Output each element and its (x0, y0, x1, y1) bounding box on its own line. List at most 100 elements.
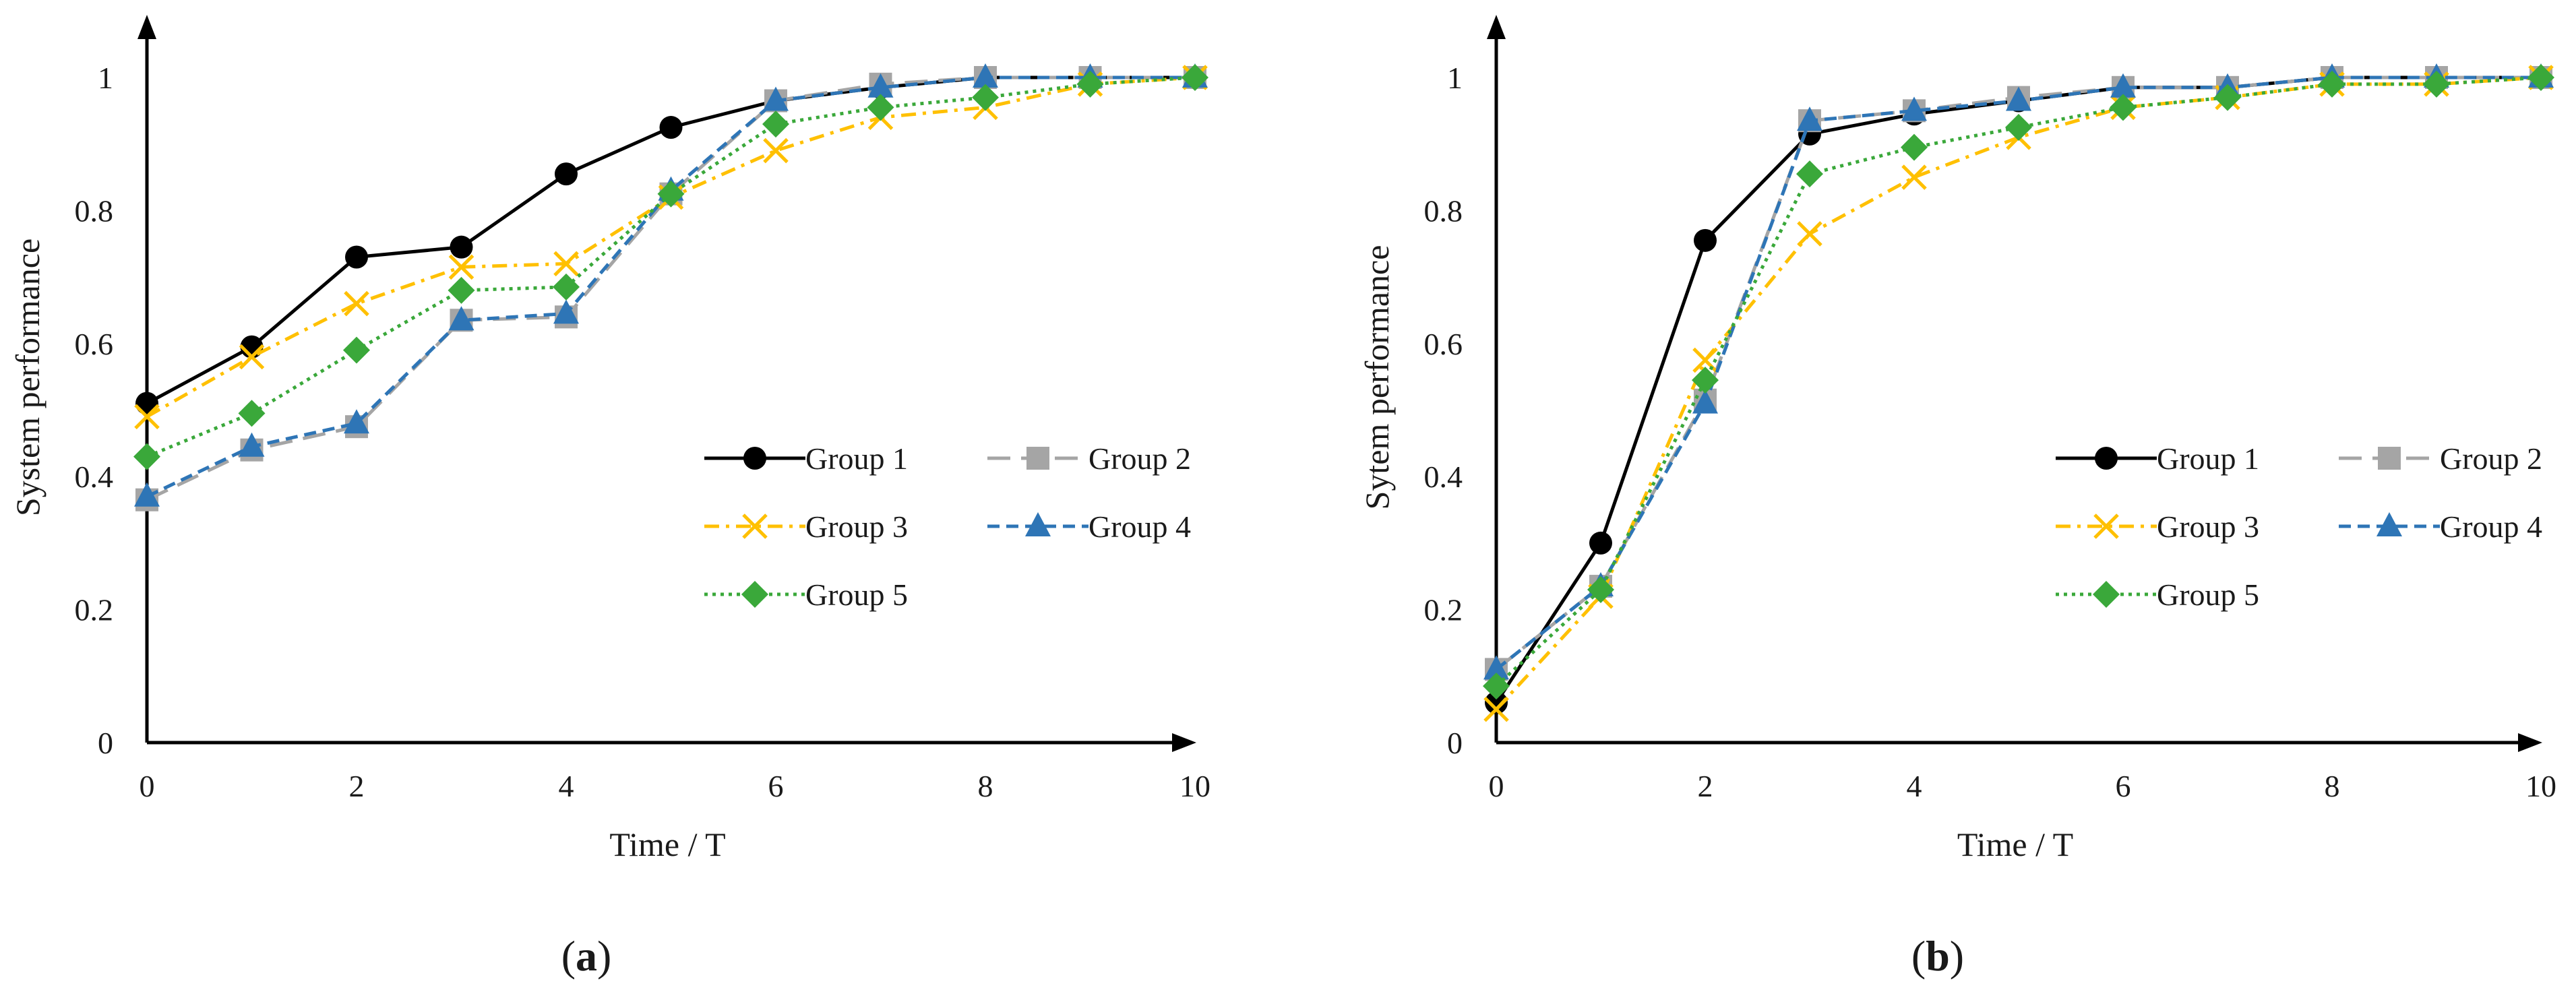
data-point-marker (657, 180, 685, 208)
y-tick-label: 1 (98, 61, 113, 95)
y-tick-label: 0.8 (1424, 193, 1463, 228)
series-line (1495, 75, 2542, 711)
x-axis-arrow-icon (1172, 733, 1196, 752)
data-point-marker (448, 254, 474, 280)
legend-label: Group 4 (1088, 509, 1191, 544)
data-point-marker (2319, 70, 2345, 98)
data-point-marker (1076, 70, 1104, 98)
series-line (146, 75, 1195, 499)
data-point-marker (1797, 221, 1822, 247)
x-tick-label: 4 (559, 769, 574, 803)
y-tick-label: 0.6 (1424, 327, 1463, 361)
y-axis-title: Sytem performance (1358, 245, 1396, 510)
data-point-marker (1182, 64, 1208, 91)
y-tick-label: 0.2 (1424, 593, 1463, 627)
data-point-marker (553, 251, 579, 277)
data-point-marker (1694, 228, 1717, 252)
data-point-marker (134, 404, 160, 430)
legend-label: Group 4 (2440, 509, 2542, 544)
data-point-marker (763, 137, 789, 164)
data-point-marker (448, 276, 475, 304)
series-line (146, 75, 1195, 502)
data-point-marker (1589, 531, 1612, 555)
data-point-marker (1483, 696, 1509, 722)
data-point-marker (867, 73, 894, 98)
series-line (1495, 75, 2542, 687)
series-group-4 (1483, 63, 2554, 680)
data-point-marker (1485, 691, 1508, 714)
legend-label: Group 5 (805, 577, 908, 612)
series-group-5 (133, 64, 1208, 470)
x-tick-label: 2 (1698, 769, 1713, 803)
series-group-3 (1483, 65, 2554, 722)
series-group-5 (1483, 64, 2554, 700)
legend-swatch-marker (2093, 513, 2119, 539)
legend-swatch-marker (1025, 512, 1051, 536)
data-point-marker (343, 336, 370, 364)
legend-label: Group 2 (1088, 441, 1191, 476)
y-axis-arrow-icon (1487, 15, 1506, 39)
y-tick-label: 0.8 (75, 193, 114, 228)
data-point-marker (2110, 73, 2136, 98)
legend-swatch-marker (2093, 581, 2120, 608)
y-axis-title: System performance (9, 239, 47, 516)
series-group-2 (1485, 66, 2552, 681)
data-point-marker (238, 400, 266, 427)
data-point-marker (1692, 389, 1718, 414)
y-tick-label: 0.4 (1424, 460, 1463, 494)
data-point-marker (2423, 70, 2450, 98)
series-line (1495, 75, 2541, 671)
x-tick-label: 6 (768, 769, 784, 803)
panel-caption: (b) (1911, 932, 1964, 980)
y-tick-label: 0 (98, 726, 113, 760)
legend-swatch-marker (2095, 447, 2118, 470)
x-tick-label: 8 (978, 769, 993, 803)
y-tick-label: 0.6 (75, 327, 114, 361)
series-group-1 (1485, 66, 2552, 714)
data-point-marker (972, 84, 999, 111)
data-point-marker (448, 306, 474, 331)
data-point-marker (2110, 94, 2137, 121)
y-tick-label: 0.4 (75, 460, 114, 494)
legend-swatch-marker (741, 581, 768, 608)
data-point-marker (1901, 164, 1927, 190)
x-tick-label: 6 (2116, 769, 2131, 803)
data-point-marker (2005, 114, 2032, 142)
legend-label: Group 2 (2440, 441, 2542, 476)
legend-swatch-marker (742, 513, 768, 539)
data-point-marker (762, 111, 789, 138)
legend: Group 1 Group 2 Group 3 Group 4 Group 5 (704, 441, 1191, 612)
legend-label: Group 3 (2157, 509, 2259, 544)
legend-swatch-marker (1026, 447, 1049, 470)
data-point-marker (1901, 133, 1928, 161)
data-point-marker (450, 235, 473, 259)
data-point-marker (345, 245, 368, 269)
y-tick-label: 1 (1447, 61, 1463, 95)
legend-label: Group 1 (2157, 441, 2259, 476)
x-axis-arrow-icon (2518, 733, 2542, 752)
legend-swatch-marker (2378, 447, 2401, 470)
data-point-marker (973, 63, 998, 88)
x-tick-label: 2 (349, 769, 365, 803)
data-point-marker (134, 482, 160, 507)
data-point-marker (239, 432, 265, 457)
data-point-marker (344, 290, 369, 317)
data-point-marker (1796, 160, 1823, 188)
legend-label: Group 3 (805, 509, 908, 544)
data-point-marker (1901, 96, 1927, 121)
data-point-marker (133, 443, 160, 470)
legend-label: Group 5 (2157, 577, 2259, 612)
legend-swatch-marker (2376, 512, 2402, 536)
legend-swatch-marker (743, 447, 766, 470)
series-group-1 (135, 66, 1206, 415)
data-point-marker (659, 116, 683, 139)
data-point-marker (2006, 86, 2031, 111)
x-tick-label: 10 (2525, 769, 2556, 803)
y-tick-label: 0 (1447, 726, 1463, 760)
data-point-marker (1483, 673, 1510, 700)
data-point-marker (553, 273, 580, 301)
data-point-marker (1797, 106, 1822, 131)
